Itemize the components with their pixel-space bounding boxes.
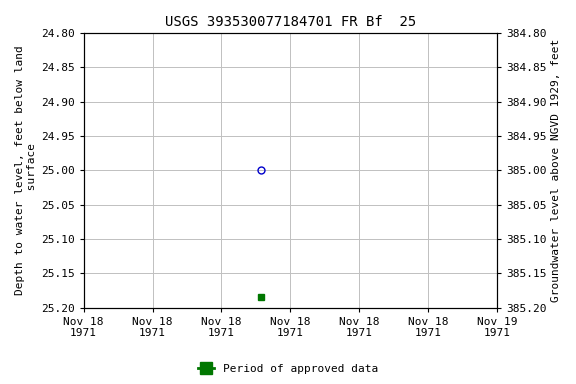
Legend: Period of approved data: Period of approved data xyxy=(193,359,383,379)
Y-axis label: Depth to water level, feet below land
 surface: Depth to water level, feet below land su… xyxy=(15,45,37,295)
Title: USGS 393530077184701 FR Bf  25: USGS 393530077184701 FR Bf 25 xyxy=(165,15,416,29)
Y-axis label: Groundwater level above NGVD 1929, feet: Groundwater level above NGVD 1929, feet xyxy=(551,39,561,302)
